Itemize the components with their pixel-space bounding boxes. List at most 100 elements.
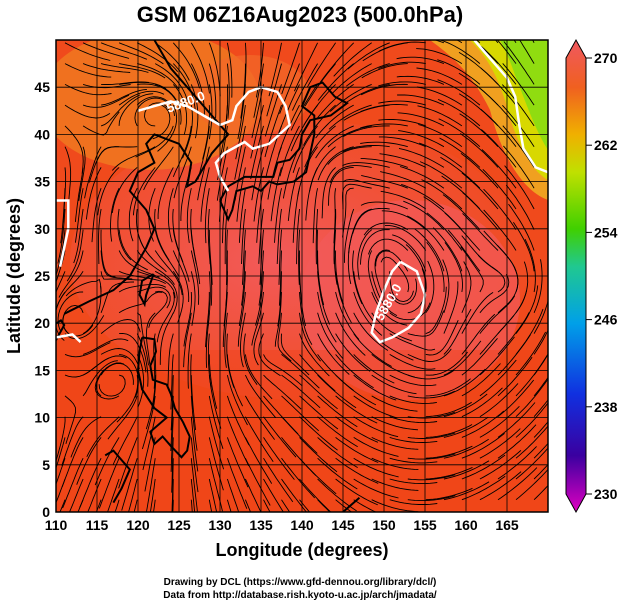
streamline <box>401 183 445 210</box>
streamline <box>226 42 233 98</box>
streamline <box>335 437 379 463</box>
streamline <box>91 188 102 243</box>
streamline <box>392 234 427 272</box>
streamline <box>244 437 273 484</box>
streamline <box>208 437 224 491</box>
streamline <box>187 333 192 389</box>
streamline <box>352 250 363 305</box>
streamline <box>342 179 390 189</box>
streamline <box>64 42 111 61</box>
streamline <box>480 46 517 85</box>
streamline <box>263 374 302 410</box>
streamline <box>100 229 116 278</box>
streamline <box>172 208 184 263</box>
streamline <box>299 478 332 512</box>
streamline <box>200 167 210 222</box>
streamline <box>439 40 481 64</box>
streamline <box>389 278 418 305</box>
streamline <box>170 416 174 472</box>
streamline <box>385 224 427 251</box>
streamline <box>315 104 354 139</box>
streamline <box>222 188 228 244</box>
streamline <box>299 437 338 473</box>
streamline <box>119 63 166 79</box>
streamline <box>389 395 437 404</box>
x-tick-labels: 110 115 120 125 130 135 140 145 150 155 160 165 <box>45 517 519 533</box>
streamline <box>183 291 192 347</box>
streamline <box>263 478 284 512</box>
streamline <box>216 146 228 201</box>
streamline <box>226 416 250 467</box>
streamline <box>190 271 196 326</box>
colorbar: 230 238 246 254 262 270 <box>565 38 618 514</box>
streamline <box>56 478 66 504</box>
streamline <box>100 94 141 127</box>
streamline <box>299 312 321 362</box>
coastline-path <box>342 497 361 512</box>
streamline <box>234 125 246 180</box>
streamline <box>508 203 535 251</box>
streamline <box>137 286 171 309</box>
streamline <box>443 481 490 501</box>
streamline <box>328 104 372 130</box>
streamline <box>149 478 156 512</box>
streamline <box>497 446 537 480</box>
streamline <box>459 113 499 148</box>
streamline <box>258 208 264 264</box>
streamline <box>182 105 193 159</box>
streamline <box>244 478 262 512</box>
streamline <box>76 437 102 485</box>
streamline <box>333 188 337 244</box>
streamline <box>251 84 264 138</box>
x-tick-label: 120 <box>126 517 150 533</box>
streamline <box>137 270 176 299</box>
streamline <box>524 239 536 293</box>
streamline <box>118 270 166 285</box>
streamline <box>171 458 174 512</box>
streamline <box>141 395 156 450</box>
streamline <box>461 454 506 480</box>
streamline <box>479 383 519 418</box>
streamline <box>107 478 120 512</box>
streamline <box>136 96 176 116</box>
streamline <box>64 125 84 174</box>
y-tick-label: 25 <box>34 268 50 284</box>
credit-line: Data from http://database.rish.kyoto-u.a… <box>163 590 437 601</box>
streamline <box>533 484 548 501</box>
streamline <box>406 215 445 251</box>
streamline <box>533 463 548 480</box>
streamline <box>226 458 248 509</box>
streamline <box>479 471 522 501</box>
streamline <box>407 474 456 481</box>
streamline <box>277 312 292 362</box>
streamline <box>100 319 141 334</box>
streamline <box>425 351 468 376</box>
streamline <box>64 104 111 119</box>
streamline <box>398 147 445 168</box>
streamline <box>128 478 138 512</box>
streamline <box>132 167 156 216</box>
streamline <box>442 194 481 231</box>
streamline <box>426 242 445 293</box>
streamline <box>111 146 156 171</box>
streamline <box>204 188 210 244</box>
streamline <box>443 340 482 376</box>
streamline <box>279 125 300 177</box>
streamline <box>118 93 154 126</box>
streamline <box>303 104 336 146</box>
streamline <box>519 40 535 64</box>
streamline <box>154 250 183 296</box>
streamline <box>136 250 175 285</box>
streamline <box>245 416 274 462</box>
streamline <box>380 190 427 210</box>
streamline <box>342 145 390 153</box>
coastline-path <box>219 81 349 222</box>
streamline <box>380 256 410 293</box>
streamline <box>444 212 481 251</box>
coastline-path <box>104 449 131 504</box>
streamline <box>361 174 408 189</box>
streamline <box>65 278 102 297</box>
streamline <box>64 83 112 96</box>
x-axis-label: Longitude (degrees) <box>215 540 388 560</box>
streamline <box>56 271 66 294</box>
